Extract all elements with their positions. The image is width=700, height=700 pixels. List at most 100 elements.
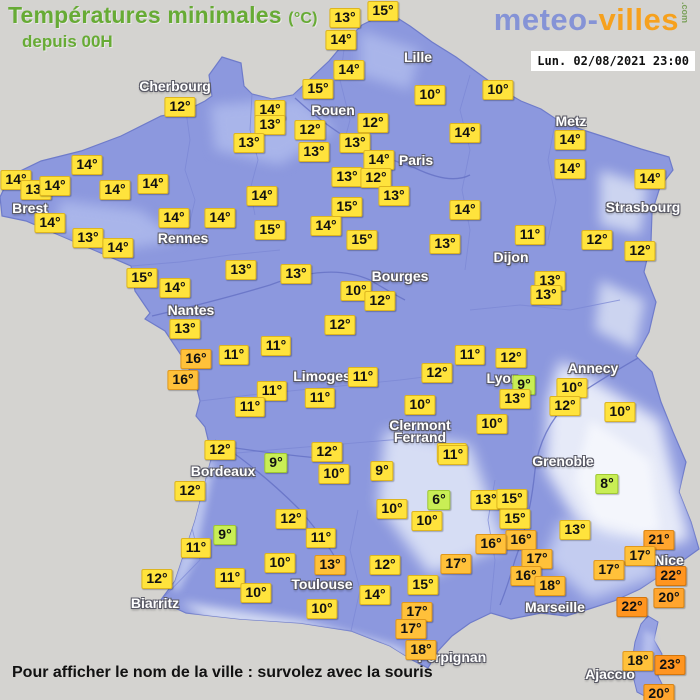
temp-badge[interactable]: 14° [99,180,131,200]
temp-badge[interactable]: 13° [233,133,265,153]
temp-badge[interactable]: 14° [363,150,395,170]
temp-badge[interactable]: 12° [364,291,396,311]
temp-badge[interactable]: 12° [421,363,453,383]
temp-badge[interactable]: 13° [72,228,104,248]
temp-badge[interactable]: 14° [137,174,169,194]
temp-badge[interactable]: 11° [234,397,266,417]
temp-badge[interactable]: 14° [554,130,586,150]
temp-badge[interactable]: 12° [369,555,401,575]
temp-badge[interactable]: 14° [554,159,586,179]
temp-badge[interactable]: 10° [318,464,350,484]
temp-badge[interactable]: 18° [405,640,437,660]
temp-badge[interactable]: 12° [549,396,581,416]
temp-badge[interactable]: 11° [437,445,469,465]
temp-badge[interactable]: 10° [604,402,636,422]
temp-badge[interactable]: 13° [329,8,361,28]
temp-badge[interactable]: 17° [440,554,472,574]
temp-badge[interactable]: 10° [240,583,272,603]
temp-badge[interactable]: 14° [634,169,666,189]
temp-badge[interactable]: 16° [180,349,212,369]
temp-badge[interactable]: 22° [616,597,648,617]
temp-badge[interactable]: 20° [643,684,675,700]
temp-badge[interactable]: 18° [622,651,654,671]
temp-badge[interactable]: 6° [427,490,451,510]
temp-badge[interactable]: 18° [534,576,566,596]
temp-badge[interactable]: 10° [482,80,514,100]
temp-badge[interactable]: 15° [346,230,378,250]
temp-badge[interactable]: 17° [593,560,625,580]
temp-badge[interactable]: 13° [254,115,286,135]
temp-badge[interactable]: 13° [378,186,410,206]
temp-badge[interactable]: 13° [559,520,591,540]
temp-badge[interactable]: 14° [333,60,365,80]
temp-badge[interactable]: 10° [411,511,443,531]
temp-badge[interactable]: 23° [654,655,686,675]
temp-badge[interactable]: 15° [367,1,399,21]
site-logo[interactable]: meteo-villes.com [494,2,690,38]
temp-badge[interactable]: 10° [306,599,338,619]
temp-badge[interactable]: 9° [370,461,394,481]
temp-badge[interactable]: 12° [294,120,326,140]
temp-badge[interactable]: 11° [214,568,246,588]
temp-badge[interactable]: 13° [169,319,201,339]
temp-badge[interactable]: 10° [376,499,408,519]
temp-badge[interactable]: 12° [141,569,173,589]
temp-badge[interactable]: 14° [246,186,278,206]
temp-badge[interactable]: 10° [476,414,508,434]
temp-badge[interactable]: 12° [174,481,206,501]
temp-badge[interactable]: 11° [305,528,337,548]
temp-badge[interactable]: 17° [624,546,656,566]
temp-badge[interactable]: 13° [298,142,330,162]
temp-badge[interactable]: 14° [34,213,66,233]
temp-badge[interactable]: 13° [314,555,346,575]
temp-badge[interactable]: 17° [395,619,427,639]
temp-badge[interactable]: 16° [167,370,199,390]
temp-badge[interactable]: 13° [331,167,363,187]
temp-badge[interactable]: 13° [225,260,257,280]
temp-badge[interactable]: 21° [643,530,675,550]
temp-badge[interactable]: 12° [581,230,613,250]
temp-badge[interactable]: 9° [264,453,288,473]
temp-badge[interactable]: 15° [407,575,439,595]
temp-badge[interactable]: 12° [495,348,527,368]
temp-badge[interactable]: 14° [359,585,391,605]
temp-badge[interactable]: 14° [449,200,481,220]
temp-badge[interactable]: 13° [470,490,502,510]
temp-badge[interactable]: 12° [311,442,343,462]
temp-badge[interactable]: 11° [218,345,250,365]
temp-badge[interactable]: 11° [256,381,288,401]
temp-badge[interactable]: 10° [404,395,436,415]
temp-badge[interactable]: 15° [302,79,334,99]
temp-badge[interactable]: 13° [530,285,562,305]
temp-badge[interactable]: 11° [304,388,336,408]
temp-badge[interactable]: 12° [624,241,656,261]
temp-badge[interactable]: 13° [339,133,371,153]
temp-badge[interactable]: 11° [347,367,379,387]
temp-badge[interactable]: 14° [204,208,236,228]
temp-badge[interactable]: 12° [357,113,389,133]
temp-badge[interactable]: 12° [164,97,196,117]
temp-badge[interactable]: 13° [499,389,531,409]
temp-badge[interactable]: 12° [360,168,392,188]
temp-badge[interactable]: 14° [310,216,342,236]
temp-badge[interactable]: 9° [213,525,237,545]
temp-badge[interactable]: 11° [260,336,292,356]
temp-badge[interactable]: 14° [39,176,71,196]
temp-badge[interactable]: 14° [159,278,191,298]
temp-badge[interactable]: 14° [325,30,357,50]
temp-badge[interactable]: 14° [102,238,134,258]
temp-badge[interactable]: 22° [655,566,687,586]
temp-badge[interactable]: 10° [264,553,296,573]
temp-badge[interactable]: 13° [280,264,312,284]
temp-badge[interactable]: 16° [505,530,537,550]
temp-badge[interactable]: 15° [496,489,528,509]
temp-badge[interactable]: 10° [414,85,446,105]
temp-badge[interactable]: 14° [158,208,190,228]
temp-badge[interactable]: 16° [475,534,507,554]
temp-badge[interactable]: 11° [454,345,486,365]
temp-badge[interactable]: 15° [499,509,531,529]
temp-badge[interactable]: 11° [514,225,546,245]
temp-badge[interactable]: 15° [254,220,286,240]
temp-badge[interactable]: 8° [595,474,619,494]
temp-badge[interactable]: 20° [653,588,685,608]
